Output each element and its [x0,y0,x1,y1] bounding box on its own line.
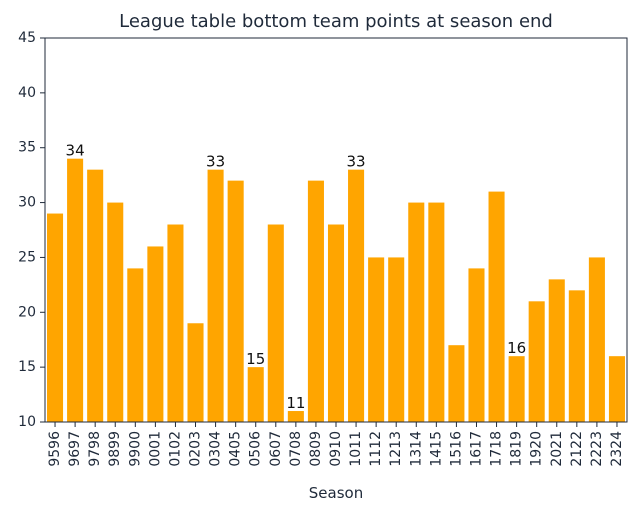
bar-1314 [408,202,425,422]
bar-2122 [568,290,585,422]
y-tick-label: 35 [18,140,36,156]
x-tick-label: 1516 [448,431,464,467]
y-tick-label: 40 [18,85,36,101]
x-tick-label: 9900 [127,431,143,467]
x-axis-label: Season [309,484,363,502]
x-tick-label: 1415 [428,431,444,467]
x-tick-label: 2223 [589,431,605,467]
y-tick-label: 25 [18,249,36,265]
bar-9798 [87,169,104,422]
x-tick-label: 0203 [188,431,204,467]
data-label-1819: 16 [507,339,526,357]
y-tick-label: 15 [18,359,36,375]
x-tick-label: 1314 [408,431,424,467]
x-tick-label: 0607 [268,431,284,467]
data-label-0304: 33 [206,153,225,171]
x-tick-label: 9899 [107,431,123,467]
bar-1112 [368,257,385,422]
bar-9900 [127,268,144,422]
data-label-0708: 11 [286,394,305,412]
x-tick-label: 0910 [328,431,344,467]
x-tick-label: 0001 [147,431,163,467]
x-tick-label: 1617 [468,431,484,467]
bar-1617 [468,268,485,422]
y-tick-label: 20 [18,304,36,320]
bar-9899 [107,202,124,422]
bar-9596 [47,213,64,422]
bar-0708 [287,411,304,422]
bar-0001 [147,246,164,422]
bar-0203 [187,323,204,422]
y-tick-label: 30 [18,195,36,211]
bar-1213 [388,257,405,422]
data-label-0506: 15 [246,350,265,368]
bar-0102 [167,224,184,422]
x-tick-label: 0506 [248,431,264,467]
x-tick-label: 2021 [549,431,565,467]
x-tick-label: 1920 [529,431,545,467]
bar-2324 [608,356,625,422]
x-tick-label: 2324 [609,431,625,467]
bar-2223 [588,257,605,422]
bar-1415 [428,202,445,422]
bar-0607 [267,224,284,422]
plot-frame [44,37,628,423]
bars-group [47,158,625,422]
data-label-9697: 34 [66,142,85,160]
bar-0809 [307,180,324,422]
x-tick-label: 9697 [67,431,83,467]
y-axis: 10 15 20 25 30 35 40 45 [18,30,45,430]
x-tick-label: 1112 [368,431,384,467]
x-tick-label: 1011 [348,431,364,467]
x-tick-label: 2122 [569,431,585,467]
y-tick-label: 45 [18,30,36,46]
x-tick-label: 0304 [208,431,224,467]
bar-0506 [247,367,264,422]
bar-1920 [528,301,545,422]
bar-0910 [327,224,345,422]
x-axis: 9596 9697 9798 9899 9900 0001 0102 0203 0304 0405… [47,422,625,467]
data-label-1011: 33 [347,153,366,171]
bar-0304 [207,169,224,422]
bar-9697 [67,158,84,422]
bar-1718 [488,191,505,422]
bar-1819 [508,356,525,422]
data-labels-group: 34 33 15 11 33 16 [66,142,527,412]
bar-0405 [227,180,244,422]
x-tick-label: 9596 [47,431,63,467]
x-tick-label: 1718 [489,431,505,467]
x-tick-label: 1213 [388,431,404,467]
bar-1011 [348,169,365,422]
x-tick-label: 0809 [308,431,324,467]
x-tick-label: 9798 [87,431,103,467]
bar-1516 [448,345,465,422]
x-tick-label: 0405 [228,431,244,467]
bar-2021 [548,279,565,422]
x-tick-label: 0708 [288,431,304,467]
chart-title: League table bottom team points at seaso… [119,11,553,32]
x-tick-label: 0102 [167,431,183,467]
y-tick-label: 10 [18,414,36,430]
x-tick-label: 1819 [509,431,525,467]
